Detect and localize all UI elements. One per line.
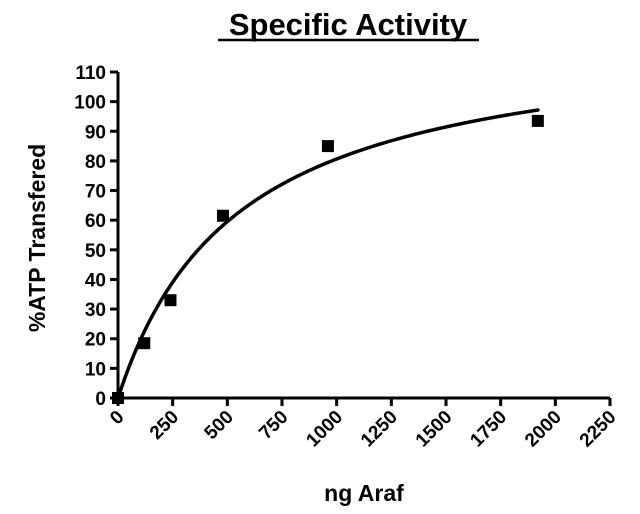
data-point <box>321 140 334 153</box>
data-points <box>112 114 544 404</box>
y-tick-label: 30 <box>85 300 106 321</box>
y-axis: 0 10 20 30 40 50 60 70 80 90 100 110 <box>74 63 120 410</box>
x-axis: 0 250 500 750 1000 1250 1500 1750 2000 2250 <box>106 396 621 452</box>
data-point <box>164 294 177 307</box>
x-tick-label: 1500 <box>412 407 457 452</box>
y-tick-label: 110 <box>75 63 106 84</box>
y-tick-label: 0 <box>95 389 106 410</box>
y-tick-label: 20 <box>85 330 106 351</box>
x-tick-label: 2000 <box>521 407 566 452</box>
y-tick-label: 70 <box>85 182 106 203</box>
y-tick-label: 50 <box>85 241 106 262</box>
x-tick-label: 2250 <box>576 407 621 452</box>
y-tick-label: 10 <box>85 359 106 380</box>
x-tick-label: 1000 <box>302 407 347 452</box>
y-tick-label: 40 <box>85 270 106 291</box>
y-tick-label: 60 <box>85 211 106 232</box>
y-tick-label: 90 <box>85 122 106 143</box>
data-point <box>112 392 124 404</box>
y-axis-label: %ATP Transfered <box>24 144 50 332</box>
x-axis-label: ng Araf <box>324 480 404 506</box>
x-tick-label: 250 <box>146 407 183 444</box>
x-tick-label: 1250 <box>357 407 402 452</box>
chart-title: Specific Activity <box>229 7 468 42</box>
x-tick-label: 500 <box>201 407 238 444</box>
data-point <box>216 209 229 222</box>
data-point <box>531 114 544 127</box>
x-tick-label: 0 <box>106 407 128 429</box>
y-tick-label: 80 <box>85 152 106 173</box>
y-tick-label: 100 <box>74 93 106 114</box>
x-tick-label: 750 <box>255 407 292 444</box>
fit-curve <box>116 108 540 400</box>
x-tick-label: 1750 <box>466 407 511 452</box>
data-point <box>138 337 151 350</box>
